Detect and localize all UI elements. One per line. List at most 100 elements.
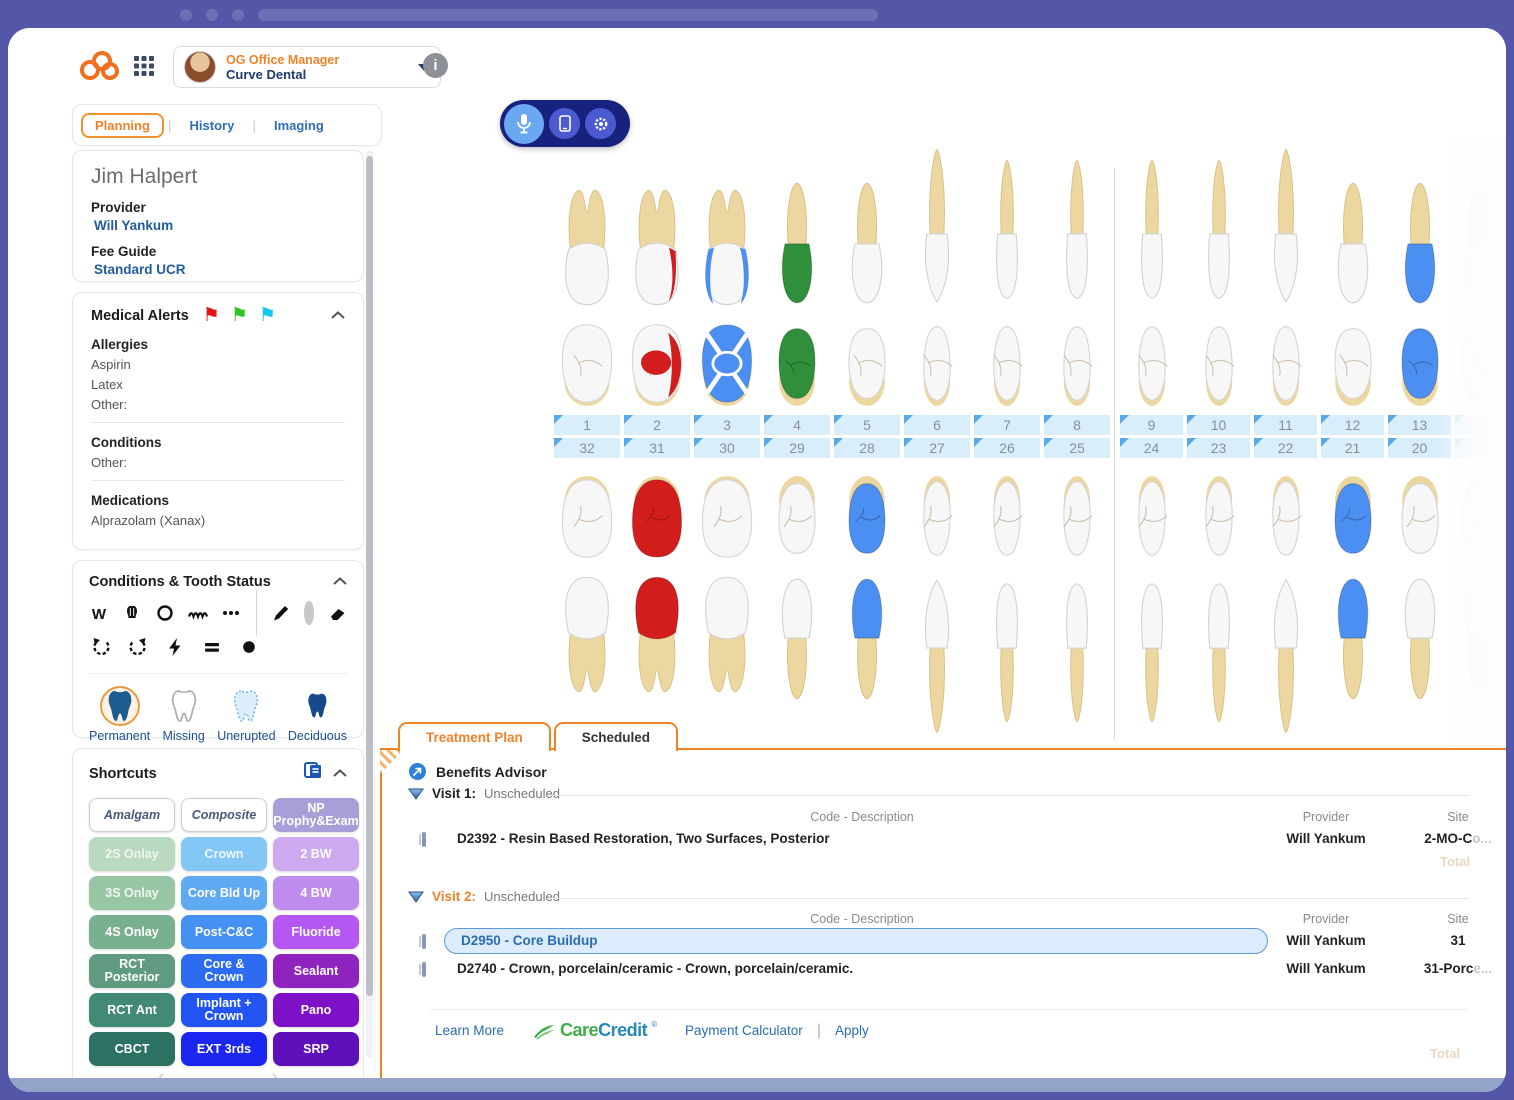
tooth-number-cell[interactable]: 2 [622,415,692,435]
tooth-2-occlusal[interactable] [622,317,692,412]
tab-imaging[interactable]: Imaging [273,117,324,133]
shortcuts-pagination[interactable]: ‹ › [158,1066,278,1078]
rotate-left-icon[interactable] [89,635,113,659]
tooth-number-32[interactable]: 32 [554,438,620,458]
tooth-4-buccal[interactable] [762,174,832,312]
shortcut-rct-ant[interactable]: RCT Ant [89,993,175,1027]
lightning-icon[interactable] [163,635,187,659]
tooth-26-occlusal[interactable] [972,470,1042,565]
tooth-11-occlusal[interactable] [1252,317,1319,412]
tooth-4-occlusal[interactable] [762,317,832,412]
tooth-number-cell[interactable]: 30 [692,438,762,458]
tooth-number-cell[interactable]: 5 [832,415,902,435]
legend-missing[interactable]: Missing [162,686,205,743]
tooth-22-occlusal[interactable] [1252,470,1319,565]
user-menu[interactable]: OG Office Manager Curve Dental [173,46,441,88]
tooth-1-buccal[interactable] [552,183,622,312]
visit-collapse-icon[interactable] [408,891,424,903]
legend-unerupted[interactable]: Unerupted [217,686,276,743]
procedure-row[interactable]: D2740 - Crown, porcelain/ceramic - Crown… [382,958,1506,982]
tooth-number-31[interactable]: 31 [624,438,690,458]
tooth-32-buccal[interactable] [552,570,622,699]
tooth-ghost-occlusal[interactable] [1453,470,1506,565]
tooth-number-2[interactable]: 2 [624,415,690,435]
tooth-6-occlusal[interactable] [902,317,972,412]
tooth-number-cell[interactable]: 6 [902,415,972,435]
legend-permanent[interactable]: Permanent [89,686,150,743]
tooth-number-cell[interactable]: 22 [1252,438,1319,458]
tooth-31-buccal[interactable] [622,570,692,699]
zigzag-icon[interactable] [188,601,208,625]
tooth-number-cell[interactable]: 28 [832,438,902,458]
tooth-ghost-occlusal[interactable] [1453,317,1506,412]
tooth-27-occlusal[interactable] [902,470,972,565]
alert-flag-icon[interactable]: ⚑ [230,305,248,326]
tooth-6-buccal[interactable] [902,142,972,312]
tooth-8-occlusal[interactable] [1042,317,1112,412]
tooth-10-occlusal[interactable] [1185,317,1252,412]
shortcut-sealant[interactable]: Sealant [273,954,359,988]
tooth-20-occlusal[interactable] [1386,470,1453,565]
procedure-row[interactable]: D2950 - Core Buildup Will Yankum 31 [382,928,1506,954]
legend-deciduous[interactable]: Deciduous [288,686,347,743]
tooth-number-29[interactable]: 29 [764,438,830,458]
tooth-number-cell[interactable] [1453,438,1506,458]
tooth-number-cell[interactable]: 32 [552,438,622,458]
tooth-9-occlusal[interactable] [1118,317,1185,412]
tooth-number-7[interactable]: 7 [974,415,1040,435]
tooth-7-occlusal[interactable] [972,317,1042,412]
tooth-number-5[interactable]: 5 [834,415,900,435]
notes-copy-icon[interactable] [303,761,323,786]
tooth-12-occlusal[interactable] [1319,317,1386,412]
ellipsis-icon[interactable] [221,601,241,625]
tooth-number-22[interactable]: 22 [1254,438,1317,458]
tooth-number-11[interactable]: 11 [1254,415,1317,435]
tooth-30-occlusal[interactable] [692,470,762,565]
tooth-number-ghost[interactable] [1455,438,1506,458]
collapse-chevron-icon[interactable] [333,765,347,783]
tooth-number-ghost[interactable] [1455,415,1506,435]
shortcut-srp[interactable]: SRP [273,1032,359,1066]
tooth-number-4[interactable]: 4 [764,415,830,435]
tooth-28-buccal[interactable] [832,570,902,708]
shortcut-4-bw[interactable]: 4 BW [273,876,359,910]
tooth-number-cell[interactable]: 23 [1185,438,1252,458]
tooth-number-cell[interactable]: 13 [1386,415,1453,435]
apply-link[interactable]: Apply [834,1023,869,1038]
tooth-number-cell[interactable]: 11 [1252,415,1319,435]
tooth-7-buccal[interactable] [972,151,1042,312]
shortcut-core-crown[interactable]: Core & Crown [181,954,267,988]
tooth-24-buccal[interactable] [1118,570,1185,731]
circle-icon[interactable] [155,601,175,625]
procedure-row[interactable]: D2392 - Resin Based Restoration, Two Sur… [382,828,1506,852]
tooth-21-occlusal[interactable] [1319,470,1386,565]
shortcut-np-prophy-exam[interactable]: NP Prophy&Exam [273,798,359,832]
tooth-5-occlusal[interactable] [832,317,902,412]
app-grid-icon[interactable] [132,54,156,83]
shortcut-cbct[interactable]: CBCT [89,1032,175,1066]
shortcut-rct-posterior[interactable]: RCT Posterior [89,954,175,988]
tooth-28-occlusal[interactable] [832,470,902,565]
tooth-23-buccal[interactable] [1185,570,1252,731]
eraser-icon[interactable] [327,601,347,625]
tooth-number-1[interactable]: 1 [554,415,620,435]
carecredit-logo[interactable]: Care Credit ® [532,1020,657,1041]
shortcut-composite[interactable]: Composite [181,798,267,832]
tooth-number-cell[interactable]: 10 [1185,415,1252,435]
pencil-icon[interactable] [271,601,291,625]
payment-calculator-link[interactable]: Payment Calculator [685,1023,803,1038]
tooth-number-cell[interactable]: 9 [1118,415,1185,435]
shortcut-implant-crown[interactable]: Implant + Crown [181,993,267,1027]
tooth-number-13[interactable]: 13 [1388,415,1451,435]
shortcut-2s-onlay[interactable]: 2S Onlay [89,837,175,871]
gear-icon[interactable] [585,108,616,139]
tooth-21-buccal[interactable] [1319,570,1386,708]
shortcut-crown[interactable]: Crown [181,837,267,871]
tooth-27-buccal[interactable] [902,570,972,740]
tab-history[interactable]: History [189,117,235,133]
tooth-number-cell[interactable]: 26 [972,438,1042,458]
collapse-chevron-icon[interactable] [333,573,347,591]
color-swatch[interactable] [304,601,314,625]
tooth-ghost-buccal[interactable] [1453,183,1506,312]
tooth-23-occlusal[interactable] [1185,470,1252,565]
